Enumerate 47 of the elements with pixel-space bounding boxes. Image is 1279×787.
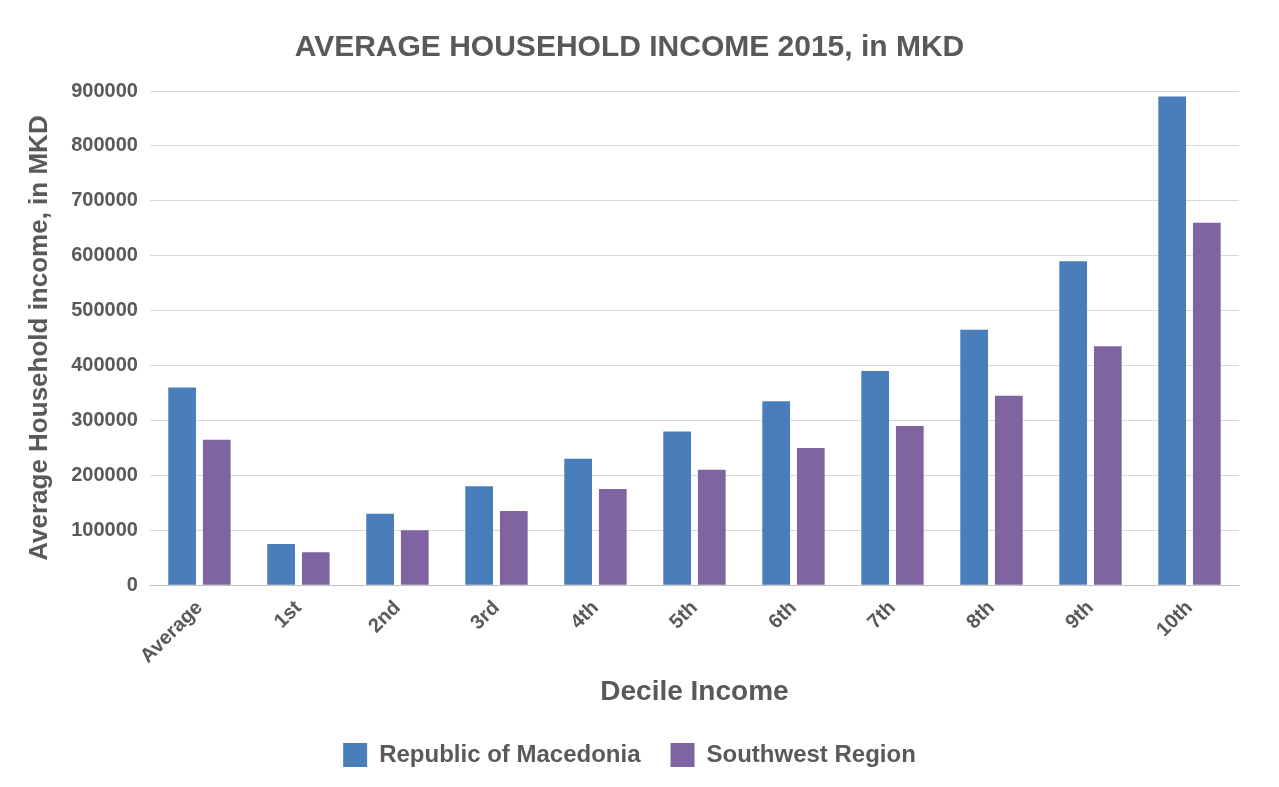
y-tick-label: 600000 [71, 243, 138, 266]
bar [499, 511, 528, 585]
bar [400, 530, 429, 585]
y-tick-label: 500000 [71, 298, 138, 321]
legend-label: Southwest Region [706, 739, 916, 767]
x-axis-title: Decile Income [600, 674, 789, 706]
bar [564, 458, 592, 585]
x-tick-label: 3rd [465, 595, 504, 634]
bar [1192, 222, 1221, 585]
bar [1158, 96, 1187, 585]
bar [168, 387, 196, 585]
bar [960, 329, 989, 585]
y-tick-label: 800000 [71, 133, 138, 156]
bar [1059, 261, 1088, 585]
y-axis-title: Average Household income, in MKD [22, 115, 53, 561]
x-tick-label: 7th [862, 595, 900, 633]
y-tick-label: 0 [126, 572, 138, 595]
x-tick-label: 9th [1060, 595, 1098, 633]
bar [663, 431, 691, 585]
bar [697, 469, 726, 585]
bar [366, 513, 394, 585]
x-tick-label: 8th [961, 595, 999, 633]
bar [465, 486, 493, 585]
bar [598, 489, 627, 585]
x-tick-label: 10th [1151, 595, 1197, 641]
bar [202, 439, 231, 585]
y-tick-label: 400000 [71, 353, 138, 376]
y-tick-label: 100000 [71, 517, 138, 540]
bar [994, 395, 1023, 585]
x-tick-label: 1st [269, 595, 306, 632]
y-tick-label: 200000 [71, 462, 138, 485]
bar [796, 447, 825, 585]
bar [895, 425, 924, 585]
bar [1093, 346, 1122, 585]
bar [267, 543, 295, 585]
chart-title: AVERAGE HOUSEHOLD INCOME 2015, in MKD [294, 29, 965, 63]
x-tick-label: 6th [763, 595, 801, 633]
x-tick-label: 2nd [363, 595, 405, 637]
x-tick-label: 5th [664, 595, 702, 633]
x-tick-label: 4th [565, 595, 603, 633]
y-tick-label: 700000 [71, 188, 138, 211]
bar [861, 371, 890, 585]
legend-label: Republic of Macedonia [379, 739, 642, 767]
bar [762, 401, 791, 585]
bar [301, 552, 330, 585]
y-tick-label: 900000 [71, 78, 138, 101]
y-tick-label: 300000 [71, 407, 138, 430]
